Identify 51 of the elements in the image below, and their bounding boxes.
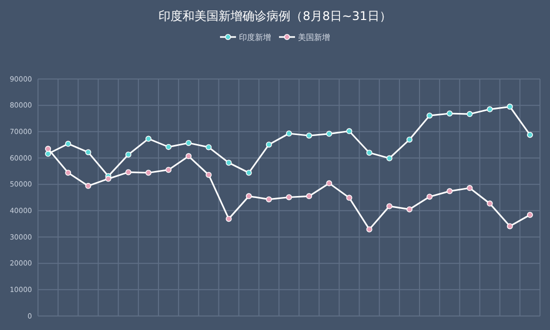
point	[346, 194, 352, 201]
point	[226, 160, 232, 166]
point	[145, 136, 152, 142]
point	[326, 130, 332, 137]
point	[326, 180, 332, 186]
point	[45, 146, 52, 152]
point	[206, 144, 212, 150]
point	[466, 185, 473, 192]
point	[246, 193, 252, 200]
point	[406, 206, 412, 212]
point	[65, 170, 72, 176]
point	[386, 155, 392, 162]
point	[306, 132, 312, 139]
legend-label: 美国新增	[298, 33, 330, 42]
point	[166, 166, 172, 173]
point	[366, 150, 372, 156]
point	[186, 153, 192, 160]
point	[406, 136, 412, 143]
point	[506, 104, 513, 110]
point	[506, 223, 513, 230]
point	[226, 216, 232, 222]
point	[206, 172, 212, 178]
point	[145, 170, 152, 176]
point	[266, 196, 272, 202]
point	[526, 132, 533, 138]
point	[466, 111, 473, 118]
point	[366, 226, 372, 232]
point	[286, 194, 292, 200]
point	[266, 142, 272, 148]
point	[446, 110, 453, 116]
point	[125, 169, 132, 176]
point	[246, 170, 252, 176]
chart-title: 印度和美国新增确诊病例（8月8日~31日）	[158, 9, 392, 23]
point	[306, 193, 312, 200]
point	[166, 144, 172, 150]
point	[386, 203, 392, 210]
point	[426, 194, 433, 200]
point	[446, 188, 453, 194]
point	[486, 106, 493, 112]
point	[486, 200, 493, 207]
point	[186, 140, 192, 146]
legend-label: 印度新增	[239, 33, 271, 42]
point	[65, 140, 72, 147]
point	[85, 182, 92, 189]
point	[426, 112, 433, 119]
point	[526, 212, 533, 218]
point	[85, 149, 92, 156]
point	[125, 152, 132, 158]
point	[105, 176, 112, 182]
point	[286, 130, 292, 137]
point	[346, 128, 352, 134]
